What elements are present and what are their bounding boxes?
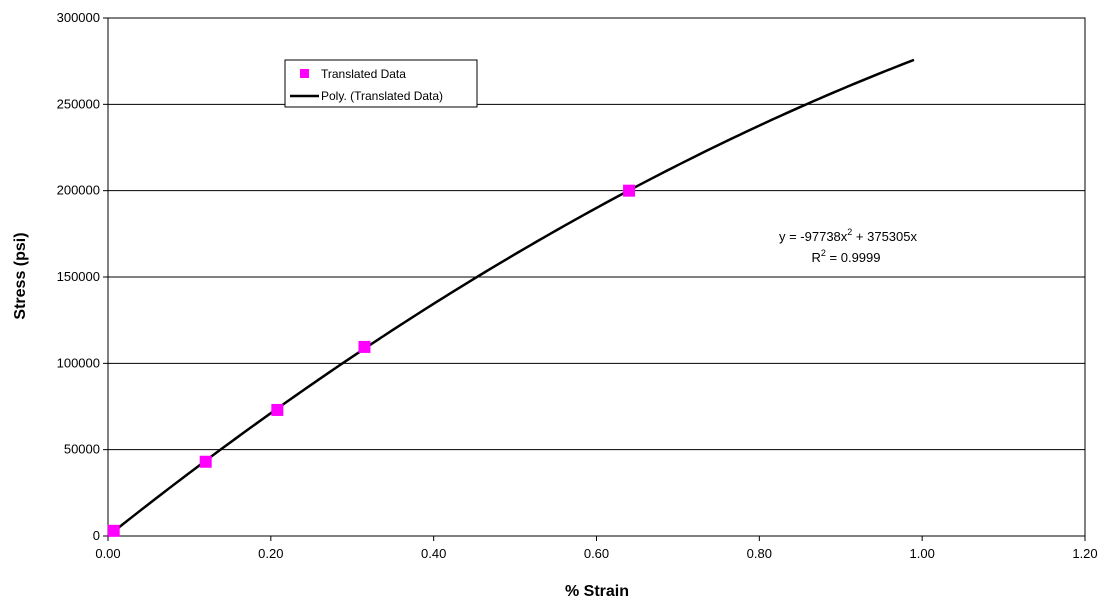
data-point-square: [358, 340, 371, 353]
y-tick-label: 150000: [57, 269, 100, 284]
x-tick-label: 0.80: [747, 546, 772, 561]
data-point-square: [199, 455, 212, 468]
x-tick-label: 0.20: [258, 546, 283, 561]
y-tick-label: 50000: [64, 442, 100, 457]
y-tick-label: 100000: [57, 355, 100, 370]
y-tick-label: 200000: [57, 183, 100, 198]
trendline-r-squared: R2 = 0.9999: [812, 248, 881, 265]
x-tick-label: 0.40: [421, 546, 446, 561]
y-tick-label: 250000: [57, 96, 100, 111]
gridlines: [108, 103, 1085, 451]
data-point-square: [271, 403, 284, 416]
trendline-poly: [107, 58, 915, 537]
legend-box: [284, 59, 478, 108]
data-point-square: [623, 184, 636, 197]
x-axis-title: % Strain: [565, 583, 629, 600]
x-axis-ticks: 0.00 0.20 0.40 0.60 0.80 1.00 1.20: [95, 536, 1098, 561]
y-axis-ticks: 0 50000 100000 150000 200000 250000 300000: [57, 10, 108, 543]
y-tick-label: 0: [93, 528, 100, 543]
legend-marker-square: [300, 69, 309, 78]
y-tick-label: 300000: [57, 10, 100, 25]
y-axis-title: Stress (psi): [12, 232, 29, 319]
data-points: [107, 184, 636, 537]
x-tick-label: 0.00: [95, 546, 120, 561]
legend-label-translated-data: Translated Data: [321, 67, 406, 81]
legend-label-poly: Poly. (Translated Data): [321, 89, 443, 103]
legend: Translated Data Poly. (Translated Data): [284, 59, 478, 108]
x-tick-label: 1.00: [910, 546, 935, 561]
x-tick-label: 0.60: [584, 546, 609, 561]
data-point-square: [107, 524, 120, 537]
trendline-equation: y = -97738x2 + 375305x: [779, 227, 918, 244]
x-tick-label: 1.20: [1072, 546, 1097, 561]
trendline-group: [107, 58, 915, 537]
